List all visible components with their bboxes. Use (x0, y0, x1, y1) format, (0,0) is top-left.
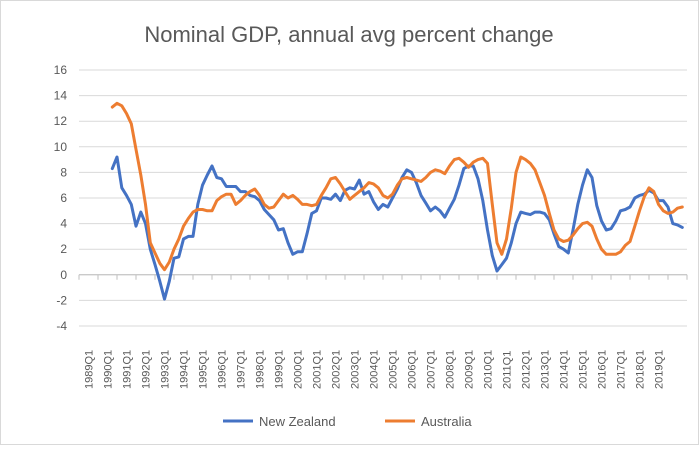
x-tick-label: 2014Q1 (559, 350, 571, 389)
x-tick-label: 2002Q1 (331, 350, 343, 389)
x-tick-label: 2006Q1 (407, 350, 419, 389)
x-tick-label: 1990Q1 (103, 350, 115, 389)
x-tick-label: 2007Q1 (426, 350, 438, 389)
x-tick-label: 2004Q1 (369, 350, 381, 389)
series-lines (110, 101, 684, 301)
x-tick-label: 2011Q1 (502, 351, 514, 389)
x-tick-label: 1989Q1 (84, 350, 96, 389)
x-tick-label: 2010Q1 (483, 350, 495, 389)
x-tick-label: 2016Q1 (597, 350, 609, 389)
y-axis: -4 -2 0 2 4 6 8 10 12 14 16 (54, 63, 68, 333)
y-tick-label: 10 (54, 140, 68, 154)
x-tick-label: 1995Q1 (198, 350, 210, 389)
legend-label: Australia (421, 414, 472, 429)
x-tick-label: 2017Q1 (616, 350, 628, 389)
y-tick-label: 6 (60, 191, 67, 205)
x-tick-label: 2005Q1 (388, 350, 400, 389)
x-tick-label: 1991Q1 (122, 350, 134, 389)
x-tick-label: 1999Q1 (274, 350, 286, 389)
legend: New Zealand Australia (223, 414, 472, 429)
x-tick-label: 2000Q1 (293, 350, 305, 389)
x-tick-label: 1996Q1 (217, 350, 229, 389)
y-tick-label: 14 (54, 89, 68, 103)
x-tick-label: 1994Q1 (179, 350, 191, 389)
series-line-new-zealand (110, 155, 684, 301)
y-tick-label: 2 (60, 242, 67, 256)
y-tick-label: -4 (56, 319, 67, 333)
y-tick-label: 16 (54, 63, 68, 77)
x-tick-label: 2018Q1 (635, 350, 647, 389)
x-tick-label: 2012Q1 (521, 350, 533, 389)
y-tick-label: 4 (60, 217, 67, 231)
x-tick-label: 2019Q1 (654, 350, 666, 389)
y-tick-label: 12 (54, 114, 68, 128)
x-tick-label: 2009Q1 (464, 350, 476, 389)
series-line-australia (110, 101, 684, 272)
legend-label: New Zealand (259, 414, 336, 429)
x-tick-label: 1992Q1 (141, 350, 153, 389)
x-tick-label: 1997Q1 (236, 350, 248, 389)
x-axis: 1989Q1 1990Q1 1991Q1 1992Q1 1993Q1 1994Q1 1995… (78, 274, 688, 389)
chart-title: Nominal GDP, annual avg percent change (144, 22, 553, 47)
x-tick-label: 2001Q1 (312, 350, 324, 389)
x-tick-label: 1993Q1 (160, 350, 172, 389)
y-tick-label: 8 (60, 165, 67, 179)
x-tick-label: 1998Q1 (255, 350, 267, 389)
x-tick-label: 2013Q1 (540, 350, 552, 389)
x-tick-label: 2008Q1 (445, 350, 457, 389)
y-tick-label: -2 (56, 293, 67, 307)
y-tick-label: 0 (60, 268, 67, 282)
x-tick-label: 2003Q1 (350, 350, 362, 389)
x-tick-label: 2015Q1 (578, 350, 590, 389)
